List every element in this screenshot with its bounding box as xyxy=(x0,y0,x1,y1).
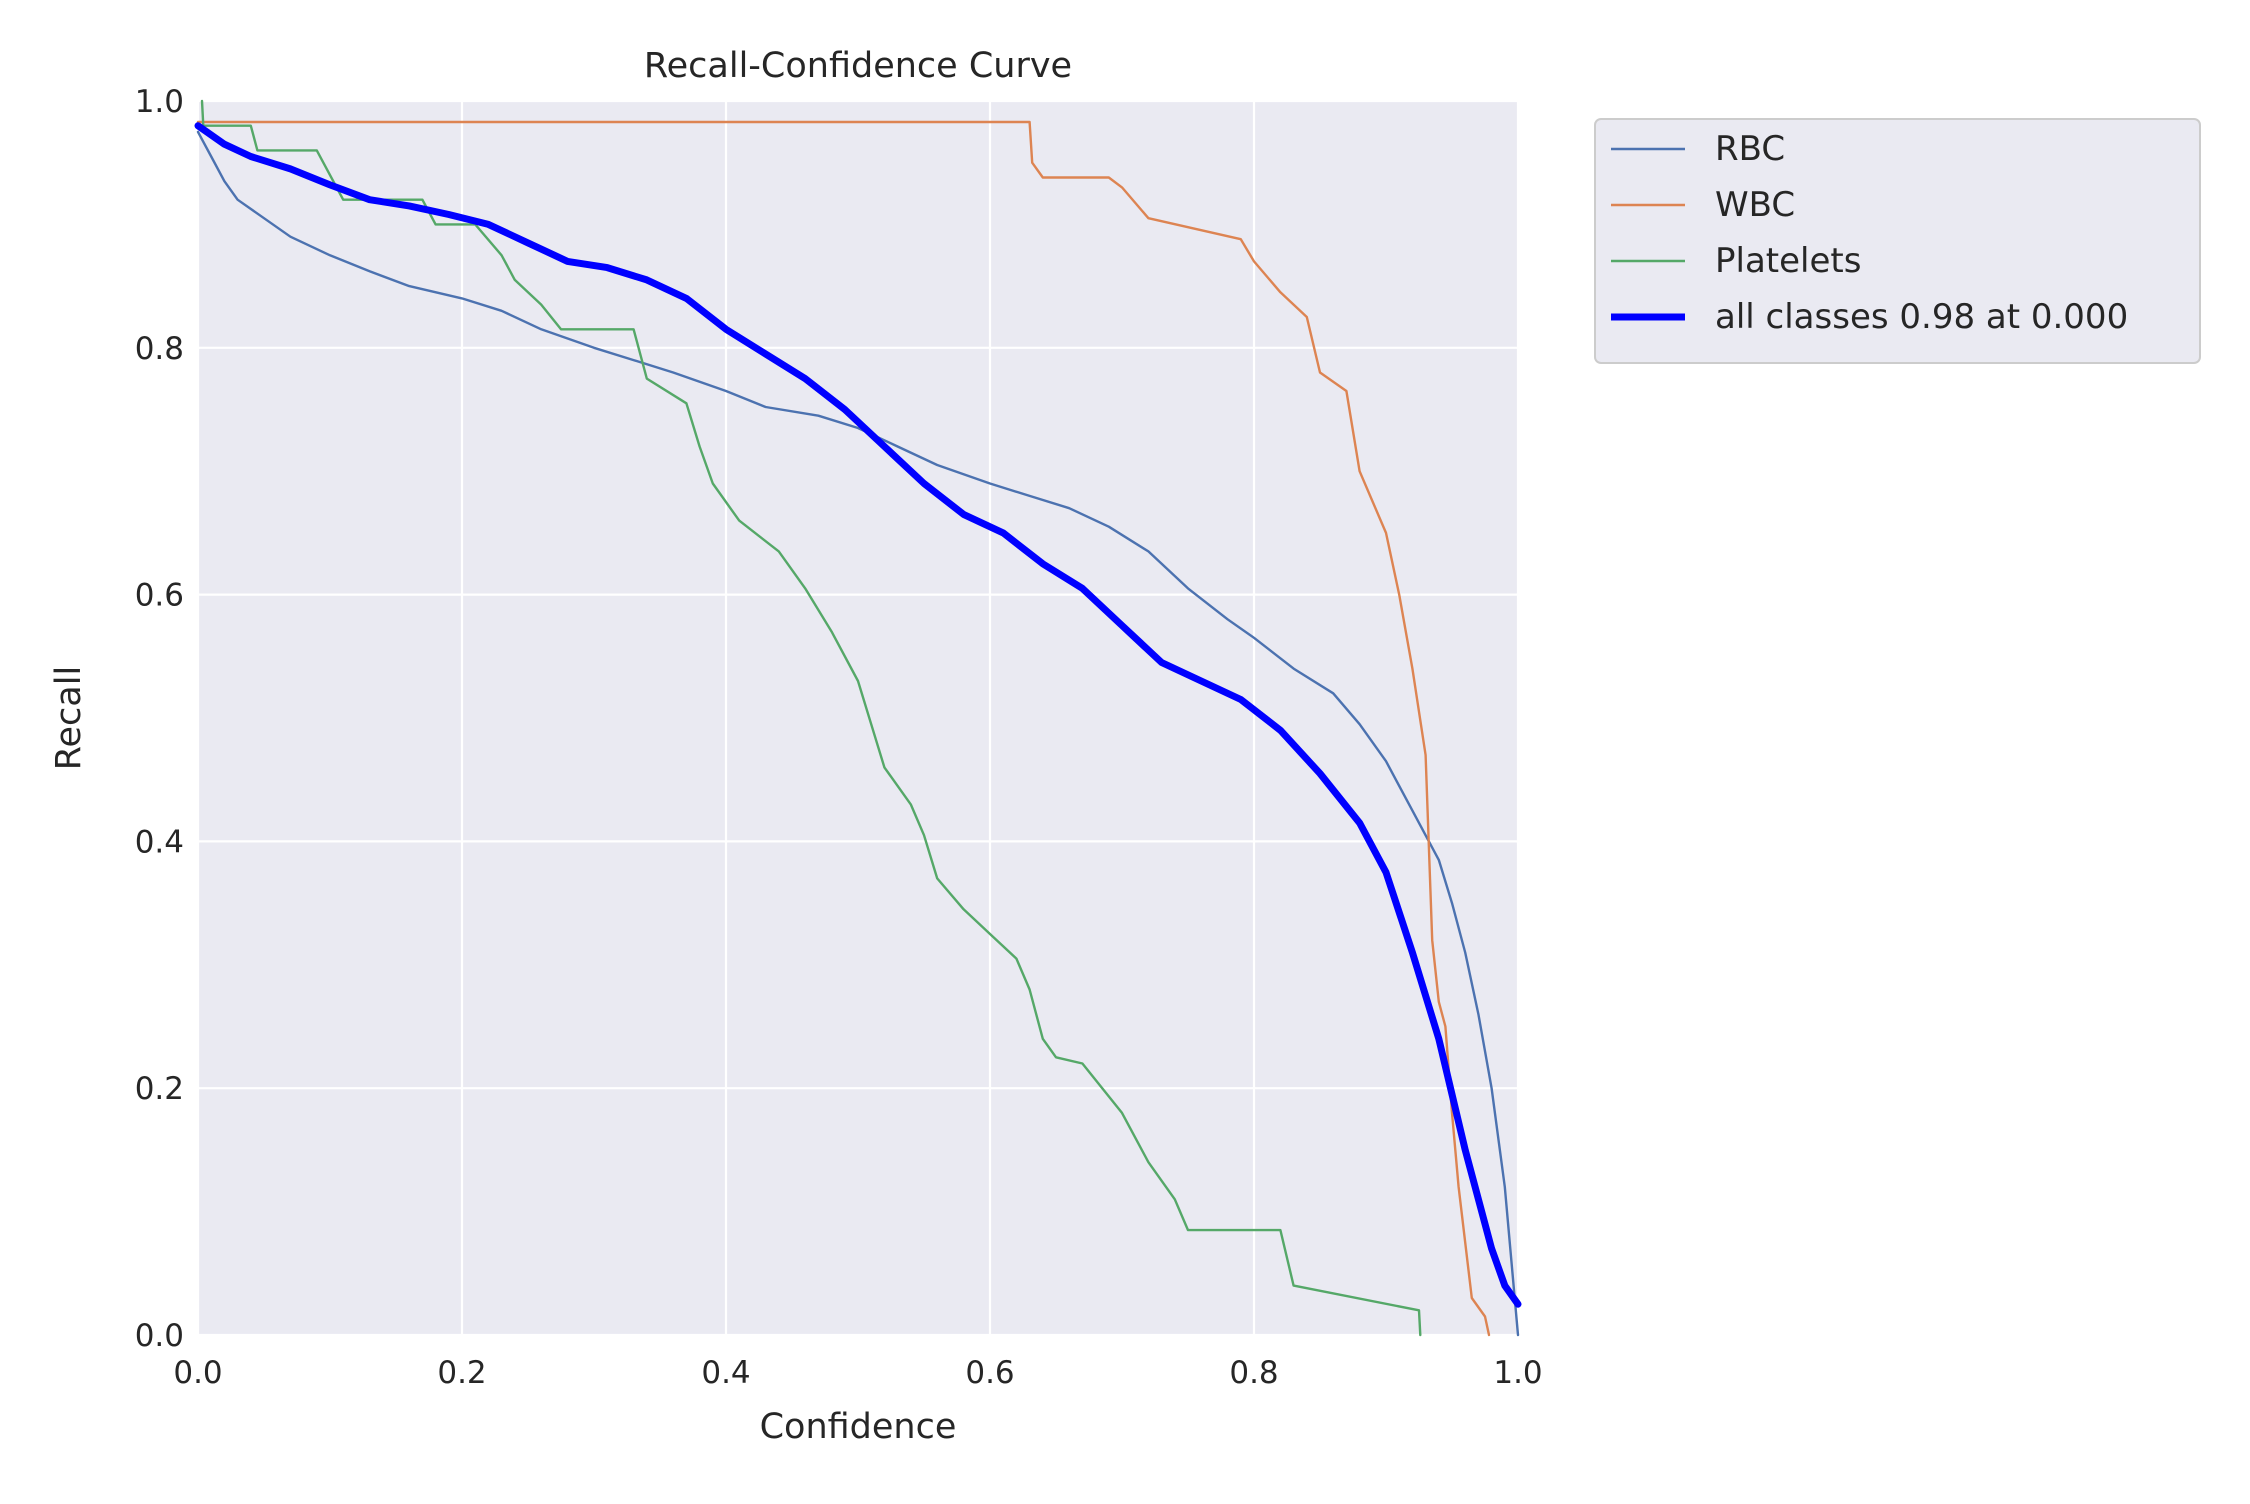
x-tick-label: 0.0 xyxy=(173,1355,222,1391)
y-tick-label: 0.2 xyxy=(135,1071,184,1107)
legend-label: all classes 0.98 at 0.000 xyxy=(1715,297,2128,337)
series-line-2 xyxy=(200,99,1422,1337)
plot-area xyxy=(198,101,1518,1335)
y-tick-label: 0.4 xyxy=(135,824,184,860)
legend-box xyxy=(1594,118,2201,364)
legend-label: Platelets xyxy=(1715,241,1861,281)
x-axis-label: Confidence xyxy=(760,1407,957,1447)
series-lines xyxy=(194,99,1522,1337)
y-tick-label: 0.8 xyxy=(135,331,184,367)
y-axis-label: Recall xyxy=(49,666,89,770)
y-tick-label: 0.6 xyxy=(135,578,184,614)
x-tick-label: 0.8 xyxy=(1229,1355,1278,1391)
legend-label: RBC xyxy=(1715,129,1785,169)
chart-title: Recall-Confidence Curve xyxy=(644,46,1072,86)
x-tick-label: 0.6 xyxy=(965,1355,1014,1391)
y-tick-label: 0.0 xyxy=(135,1318,184,1354)
grid xyxy=(196,99,1520,1337)
legend: RBC WBC Platelets all classes 0.98 at 0.000 xyxy=(1594,118,2201,364)
tick-labels: 0.0 0.2 0.4 0.6 0.8 1.0 0.0 0.2 0.4 0.6 0.8 1.0 xyxy=(135,84,1543,1391)
y-tick-label: 1.0 xyxy=(135,84,184,120)
legend-label: WBC xyxy=(1715,185,1795,225)
x-tick-label: 1.0 xyxy=(1493,1355,1542,1391)
x-tick-label: 0.2 xyxy=(437,1355,486,1391)
series-line-0 xyxy=(196,130,1520,1337)
series-line-3 xyxy=(194,122,1522,1308)
x-tick-label: 0.4 xyxy=(701,1355,750,1391)
